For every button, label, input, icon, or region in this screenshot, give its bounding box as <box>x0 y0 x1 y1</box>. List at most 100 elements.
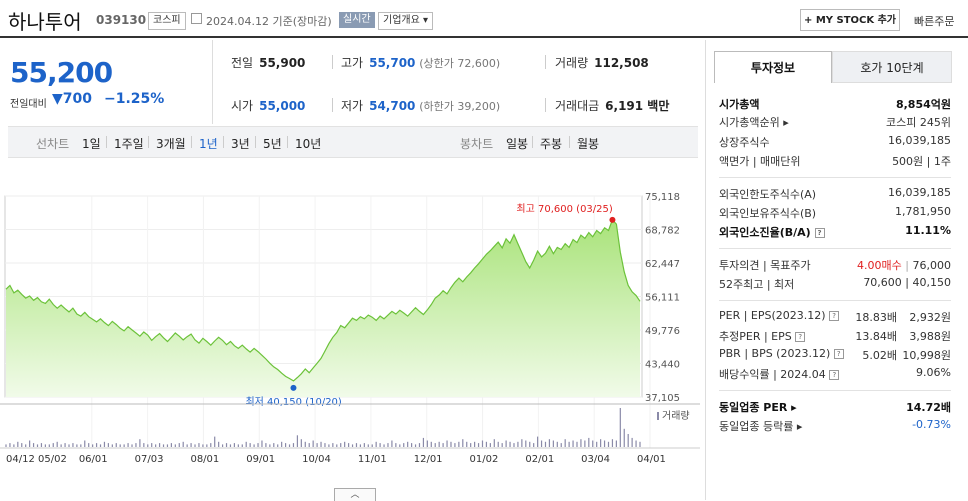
volume-bar <box>123 444 125 447</box>
volume-bar <box>525 440 527 447</box>
listed-shares-label: 상장주식수 <box>719 136 770 149</box>
divider <box>719 300 951 301</box>
period-3y[interactable]: 3년 <box>231 137 250 151</box>
volume-bar <box>501 443 503 447</box>
quick-order-link[interactable]: 빠른주문 <box>914 15 955 28</box>
volume-bar <box>92 444 94 447</box>
dividend-value: 9.06% <box>916 366 951 379</box>
volume-bar <box>462 439 464 447</box>
volume-bar <box>80 444 82 447</box>
x-tick-label: 04/12 05/02 <box>6 454 67 465</box>
change-label: 전일대비 <box>10 99 47 110</box>
foreign-ratio-value: 11.11% <box>905 224 951 237</box>
volume-bar <box>556 441 558 447</box>
open-label: 시가 <box>231 99 254 113</box>
volume-bar <box>198 443 200 447</box>
chart-expand-button[interactable]: ︿ <box>334 488 376 501</box>
volume-bar <box>40 443 43 447</box>
volume-bar <box>265 443 267 447</box>
period-1w[interactable]: 1주일 <box>114 137 144 151</box>
tab-invest-info[interactable]: 투자정보 <box>714 51 832 83</box>
price-summary <box>0 40 213 124</box>
low-price: 저가 54,700 (하한가 39,200) <box>341 97 500 114</box>
price-chart[interactable]: 최고 70,600 (03/25) 최저 40,150 (10/20) 75,1… <box>0 160 700 488</box>
candle-monthly[interactable]: 월봉 <box>577 137 600 151</box>
per-label: PER | EPS(2023.12) ? <box>719 309 840 322</box>
foreign-ratio-text: 외국인소진율(B/A) <box>719 226 811 239</box>
volume-bar <box>56 441 58 447</box>
volume-bar <box>600 439 602 447</box>
y-tick-label: 62,447 <box>645 259 680 270</box>
volume-bar <box>584 440 586 447</box>
volume-bar <box>312 440 314 447</box>
help-icon[interactable]: ? <box>833 349 844 359</box>
line-chart-label: 선차트 <box>36 137 70 151</box>
period-10y[interactable]: 10년 <box>295 137 322 151</box>
volume-bar <box>607 441 610 447</box>
volume-bar <box>44 444 46 447</box>
volume-bar <box>603 440 606 447</box>
volume-bar <box>615 440 617 447</box>
volume-bar <box>568 441 570 447</box>
y-axis-labels: 75,118 68,782 62,447 56,111 49,776 43,440 37,1… <box>645 192 680 404</box>
volume-bar <box>48 444 50 447</box>
period-3m[interactable]: 3개월 <box>156 137 186 151</box>
volume-bar <box>588 437 590 447</box>
volume-bar <box>84 440 86 447</box>
candle-weekly[interactable]: 주봉 <box>540 137 563 151</box>
volume-bar <box>371 444 373 447</box>
min-point <box>290 384 297 391</box>
max-point <box>609 216 616 223</box>
market-cap-rank-row[interactable]: 시가총액순위 ▸ 코스피 245위 <box>719 114 951 132</box>
help-icon[interactable]: ? <box>829 311 840 321</box>
divider <box>719 177 951 178</box>
stock-code: 039130 <box>96 13 147 27</box>
volume-bar <box>446 440 448 447</box>
volume-bar <box>304 441 306 447</box>
period-1y[interactable]: 1년 <box>199 137 218 151</box>
listed-shares-value: 16,039,185 <box>888 134 951 147</box>
realtime-badge[interactable]: 실시간 <box>339 12 375 28</box>
volume-bar <box>190 443 192 447</box>
volume-bar <box>249 443 251 447</box>
est-per-value: 13.84배 <box>855 330 897 343</box>
volume-bar <box>155 444 157 447</box>
period-5y[interactable]: 5년 <box>263 137 282 151</box>
sector-change-row[interactable]: 동일업종 등락률 ▸ -0.73% <box>719 418 951 436</box>
eps-value: 2,932원 <box>909 311 951 324</box>
tab-orderbook[interactable]: 호가 10단계 <box>832 51 952 83</box>
x-tick-label: 08/01 <box>190 454 219 465</box>
foreign-limit-row: 외국인한도주식수(A) 16,039,185 <box>719 186 951 204</box>
volume-bar <box>623 428 625 447</box>
my-stock-add-button[interactable]: + MY STOCK 추가 <box>800 9 900 31</box>
volume-bar <box>253 444 255 447</box>
volume-bar <box>68 444 70 447</box>
help-icon[interactable]: ? <box>814 228 825 238</box>
volume-bar <box>13 444 15 447</box>
volume-bar <box>485 441 488 447</box>
volume-bar <box>537 436 539 447</box>
sector-per-row[interactable]: 동일업종 PER ▸ 14.72배 <box>719 399 951 417</box>
help-icon[interactable]: ? <box>795 332 806 342</box>
company-overview-button[interactable]: 기업개요 ▾ <box>378 12 433 30</box>
prev-close-value: 55,900 <box>259 56 306 70</box>
volume-bar <box>627 434 629 447</box>
volume-bar <box>347 443 350 447</box>
volume-bar <box>60 444 62 447</box>
volume-bar <box>450 441 452 447</box>
volume-bar <box>174 444 176 447</box>
candle-daily[interactable]: 일봉 <box>506 137 529 151</box>
x-tick-label: 10/04 <box>302 454 331 465</box>
volume-bar <box>245 441 247 447</box>
volume-bar <box>5 444 7 447</box>
period-1d[interactable]: 1일 <box>82 137 101 151</box>
foreign-hold-value: 1,781,950 <box>895 205 951 218</box>
volume-legend-swatch <box>657 412 659 420</box>
volume-bar <box>540 440 543 447</box>
help-icon[interactable]: ? <box>829 370 840 380</box>
calendar-icon <box>191 13 202 24</box>
amount-label: 거래대금 <box>555 99 600 113</box>
volume-bar <box>147 444 149 447</box>
volume-bar <box>454 443 456 447</box>
volume-bar <box>17 441 19 447</box>
